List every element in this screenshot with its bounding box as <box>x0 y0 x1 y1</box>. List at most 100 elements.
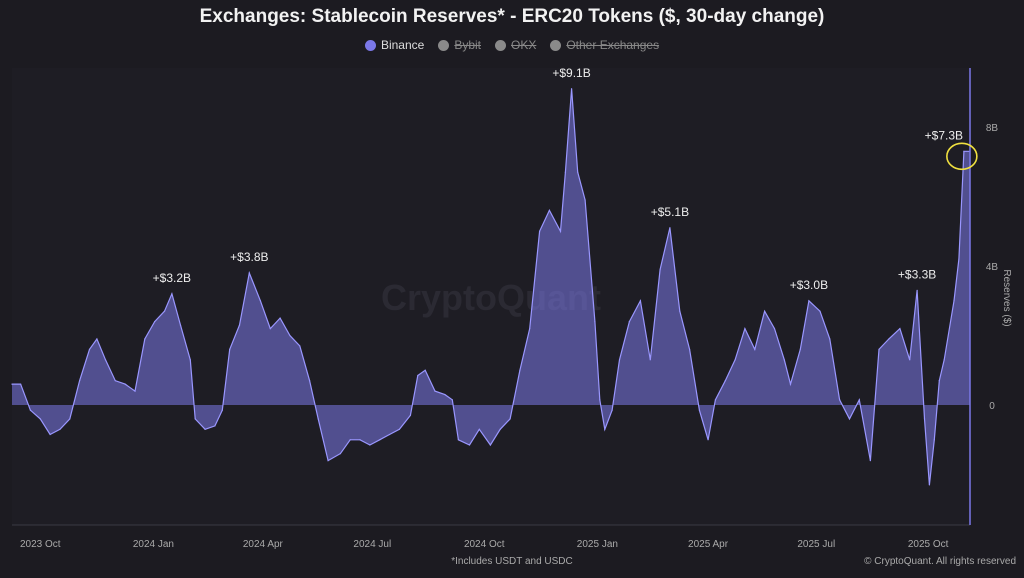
data-point <box>938 380 940 382</box>
data-point <box>349 439 351 441</box>
annotation-label: +$3.0B <box>790 278 828 292</box>
data-point <box>570 88 573 90</box>
x-tick-label: 2025 Jan <box>577 539 618 550</box>
data-point <box>417 374 419 377</box>
y-tick-label: 4B <box>986 262 999 273</box>
legend: Binance Bybit OKX Other Exchanges <box>0 38 1024 52</box>
data-point <box>963 150 965 152</box>
legend-item-bybit[interactable]: Bybit <box>438 38 481 52</box>
legend-item-binance[interactable]: Binance <box>364 38 424 52</box>
legend-label: Bybit <box>454 38 481 52</box>
data-point <box>339 453 341 455</box>
data-point <box>858 399 860 401</box>
x-tick-label: 2025 Oct <box>908 539 949 550</box>
data-point <box>529 327 531 330</box>
data-point <box>848 418 851 420</box>
data-point <box>104 359 107 361</box>
data-point <box>179 324 182 326</box>
data-point <box>259 300 262 302</box>
data-point <box>489 444 491 446</box>
data-point <box>734 359 736 361</box>
data-point <box>114 380 116 382</box>
y-tick-label: 8B <box>986 123 999 134</box>
data-point <box>478 428 480 430</box>
chart-title: Exchanges: Stablecoin Reserves* - ERC20 … <box>199 6 825 27</box>
data-point <box>163 310 166 312</box>
data-point <box>189 359 191 361</box>
annotation-label: +$3.3B <box>898 267 936 281</box>
data-point <box>909 359 911 361</box>
data-point <box>611 409 613 411</box>
data-point <box>171 293 173 295</box>
data-point <box>69 418 71 420</box>
credit: © CryptoQuant. All rights reserved <box>864 556 1016 567</box>
data-point <box>519 369 521 371</box>
legend-label: Other Exchanges <box>566 38 660 52</box>
data-point <box>434 390 436 392</box>
data-point <box>538 230 541 232</box>
x-tick-label: 2023 Oct <box>20 539 61 550</box>
data-point <box>659 268 661 271</box>
data-point <box>953 300 955 302</box>
data-point <box>279 317 281 319</box>
data-point <box>679 310 681 312</box>
data-point <box>698 409 701 411</box>
data-point <box>144 338 146 340</box>
annotation-label: +$7.3B <box>925 128 963 142</box>
data-point <box>773 327 776 330</box>
series-line-binance <box>12 88 970 485</box>
data-point <box>714 399 717 401</box>
data-point <box>49 433 51 436</box>
data-point <box>584 199 586 201</box>
data-point <box>564 171 567 173</box>
highlight-circle <box>946 142 978 171</box>
data-point <box>96 338 98 340</box>
data-point <box>808 300 810 302</box>
data-point <box>457 439 460 441</box>
x-tick-label: 2025 Apr <box>688 539 729 550</box>
data-point <box>958 258 960 260</box>
data-point <box>577 171 579 173</box>
data-point <box>424 369 426 371</box>
data-point <box>829 338 831 340</box>
data-point <box>444 393 446 396</box>
data-point <box>451 399 453 401</box>
data-point <box>409 414 412 417</box>
legend-dot-icon <box>438 39 450 51</box>
data-point <box>899 327 901 330</box>
data-point <box>559 230 562 232</box>
data-point <box>933 439 935 441</box>
data-point <box>29 409 32 411</box>
data-point <box>468 444 471 446</box>
data-point <box>359 439 361 441</box>
data-point <box>744 327 746 330</box>
data-point <box>916 289 918 291</box>
data-point <box>59 428 61 430</box>
data-point <box>628 321 630 323</box>
data-point <box>204 428 206 430</box>
data-point <box>369 444 371 446</box>
data-point <box>689 348 691 350</box>
data-point <box>724 380 726 382</box>
data-point <box>594 321 596 323</box>
legend-item-okx[interactable]: OKX <box>495 38 536 52</box>
annotation-label: +$3.8B <box>230 250 268 264</box>
data-point <box>214 425 216 427</box>
legend-item-other-exchanges[interactable]: Other Exchanges <box>550 38 659 52</box>
data-point <box>943 359 945 361</box>
data-point <box>194 418 196 420</box>
data-point <box>869 460 871 462</box>
data-point <box>754 348 756 350</box>
data-point <box>248 272 250 274</box>
x-tick-label: 2024 Oct <box>464 539 505 550</box>
data-point <box>88 348 91 350</box>
x-tick-label: 2024 Jan <box>133 539 174 550</box>
data-point <box>398 428 400 430</box>
data-point <box>499 428 501 430</box>
data-point <box>888 338 890 340</box>
annotation-label: +$5.1B <box>651 205 689 219</box>
annotation-label: +$3.2B <box>153 271 191 285</box>
data-point <box>878 348 880 350</box>
data-point <box>317 418 319 420</box>
